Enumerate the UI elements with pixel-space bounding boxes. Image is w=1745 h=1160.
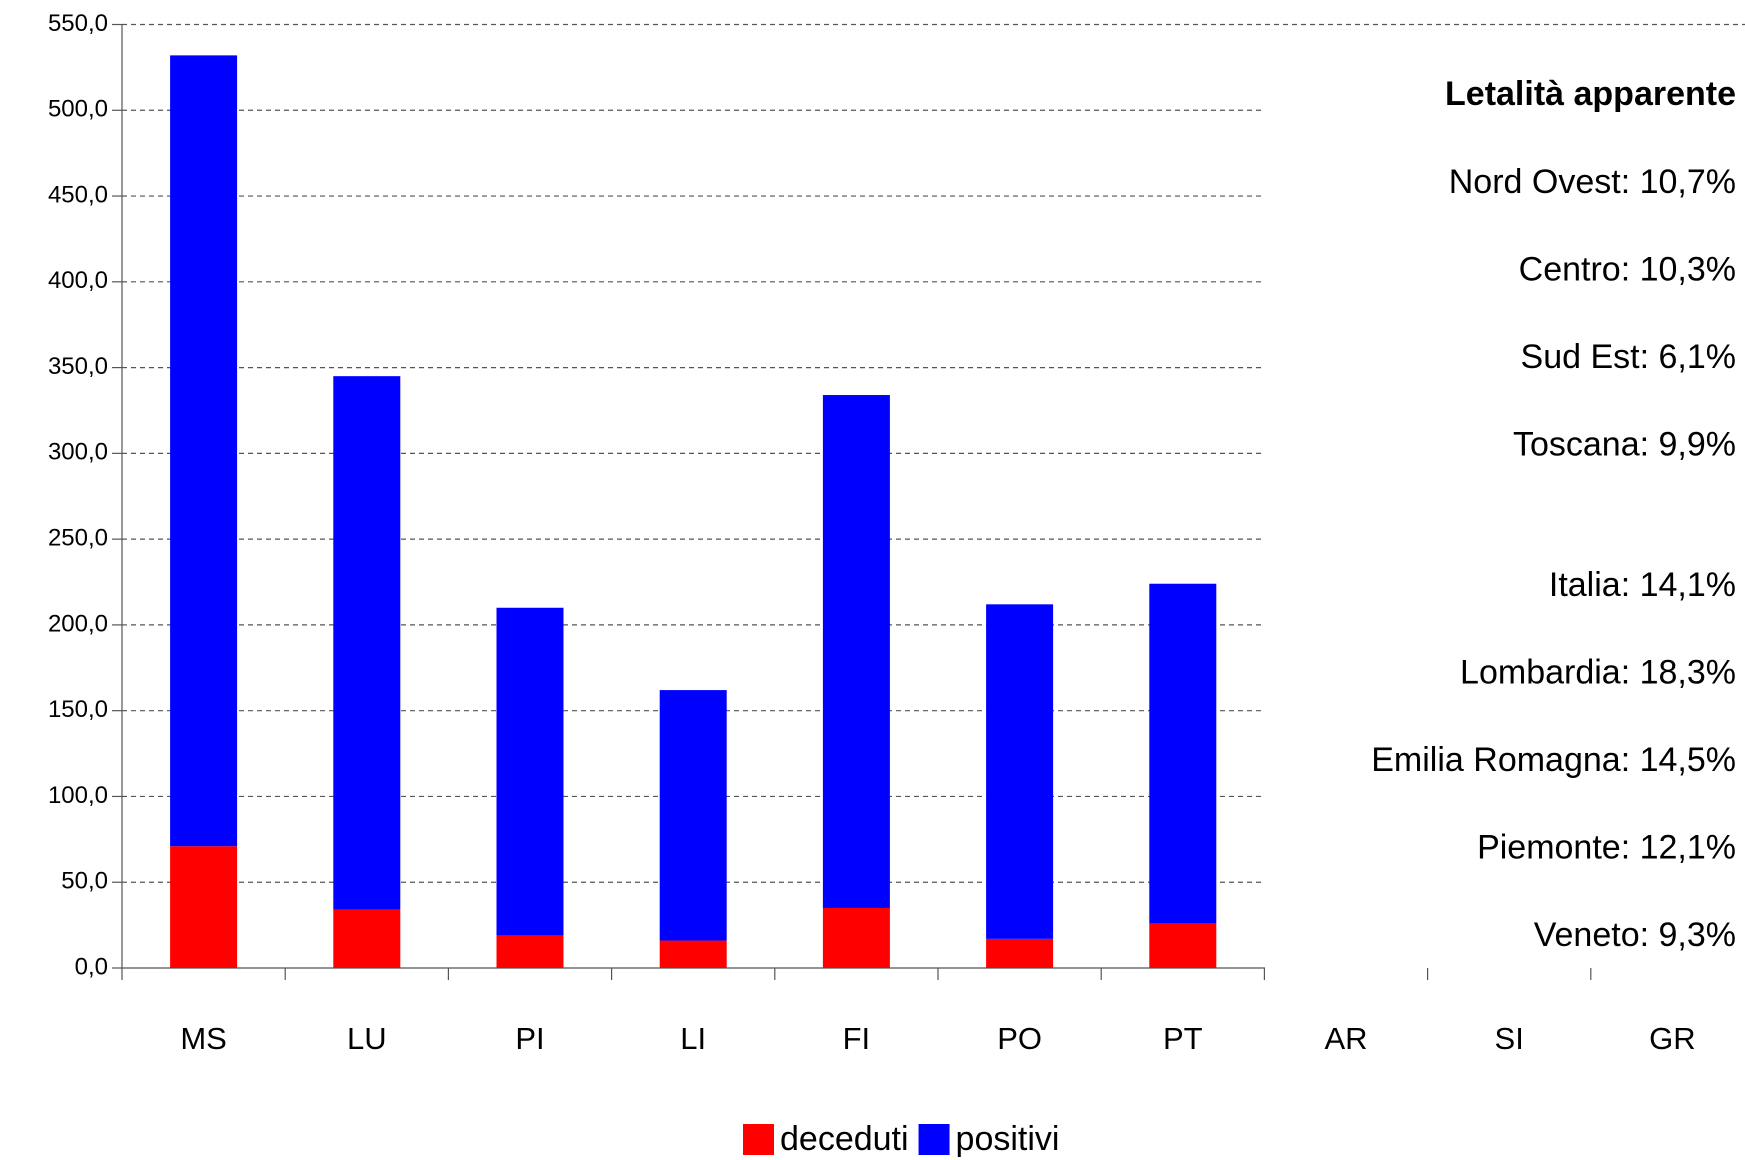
- annotation-line: Emilia Romagna: 14,5%: [1371, 741, 1736, 779]
- bar-segment: [1149, 583, 1217, 924]
- bar-segment: [496, 935, 564, 968]
- bar-segment: [1149, 923, 1217, 968]
- x-tick-label: PT: [1163, 1021, 1203, 1056]
- y-tick-label: 450,0: [48, 181, 108, 208]
- annotation-line: Piemonte: 12,1%: [1477, 828, 1736, 866]
- annotation-line: Sud Est: 6,1%: [1521, 338, 1736, 376]
- bar-segment: [659, 940, 727, 968]
- legend-label: deceduti: [780, 1120, 909, 1158]
- annotation-line: Toscana: 9,9%: [1513, 425, 1736, 463]
- x-tick-label: PI: [515, 1021, 544, 1056]
- bar-segment: [822, 395, 890, 908]
- bar-segment: [170, 846, 238, 968]
- bar-segment: [986, 938, 1054, 968]
- legend-swatch: [918, 1124, 950, 1155]
- annotation-line: Veneto: 9,3%: [1534, 916, 1736, 954]
- bar-segment: [333, 376, 401, 910]
- legend-label: positivi: [956, 1120, 1060, 1158]
- x-tick-label: MS: [180, 1021, 227, 1056]
- x-tick-label: LU: [347, 1021, 387, 1056]
- y-tick-label: 50,0: [61, 868, 108, 895]
- bar-segment: [333, 909, 401, 968]
- x-tick-label: FI: [843, 1021, 871, 1056]
- annotation-line: Italia: 14,1%: [1549, 566, 1736, 604]
- bar-segment: [822, 907, 890, 968]
- annotation-line: Lombardia: 18,3%: [1460, 653, 1736, 691]
- y-tick-label: 200,0: [48, 610, 108, 637]
- bar-segment: [170, 55, 238, 847]
- y-tick-label: 300,0: [48, 439, 108, 466]
- y-tick-label: 250,0: [48, 524, 108, 551]
- y-tick-label: 150,0: [48, 696, 108, 723]
- y-tick-label: 0,0: [75, 953, 108, 980]
- x-tick-label: SI: [1495, 1021, 1524, 1056]
- y-tick-label: 100,0: [48, 782, 108, 809]
- y-tick-label: 350,0: [48, 353, 108, 380]
- y-tick-label: 550,0: [48, 10, 108, 37]
- x-tick-label: AR: [1324, 1021, 1367, 1056]
- x-tick-label: PO: [997, 1021, 1042, 1056]
- y-tick-label: 500,0: [48, 96, 108, 123]
- annotation-line: Nord Ovest: 10,7%: [1449, 163, 1736, 201]
- x-tick-label: GR: [1649, 1021, 1696, 1056]
- bar-segment: [986, 604, 1054, 939]
- x-tick-label: LI: [680, 1021, 706, 1056]
- legend-swatch: [743, 1124, 774, 1155]
- bar-segment: [496, 607, 564, 936]
- annotation-line: Centro: 10,3%: [1519, 250, 1736, 288]
- annotation-title: Letalità apparente: [1445, 75, 1736, 113]
- bar-segment: [659, 690, 727, 941]
- y-tick-label: 400,0: [48, 267, 108, 294]
